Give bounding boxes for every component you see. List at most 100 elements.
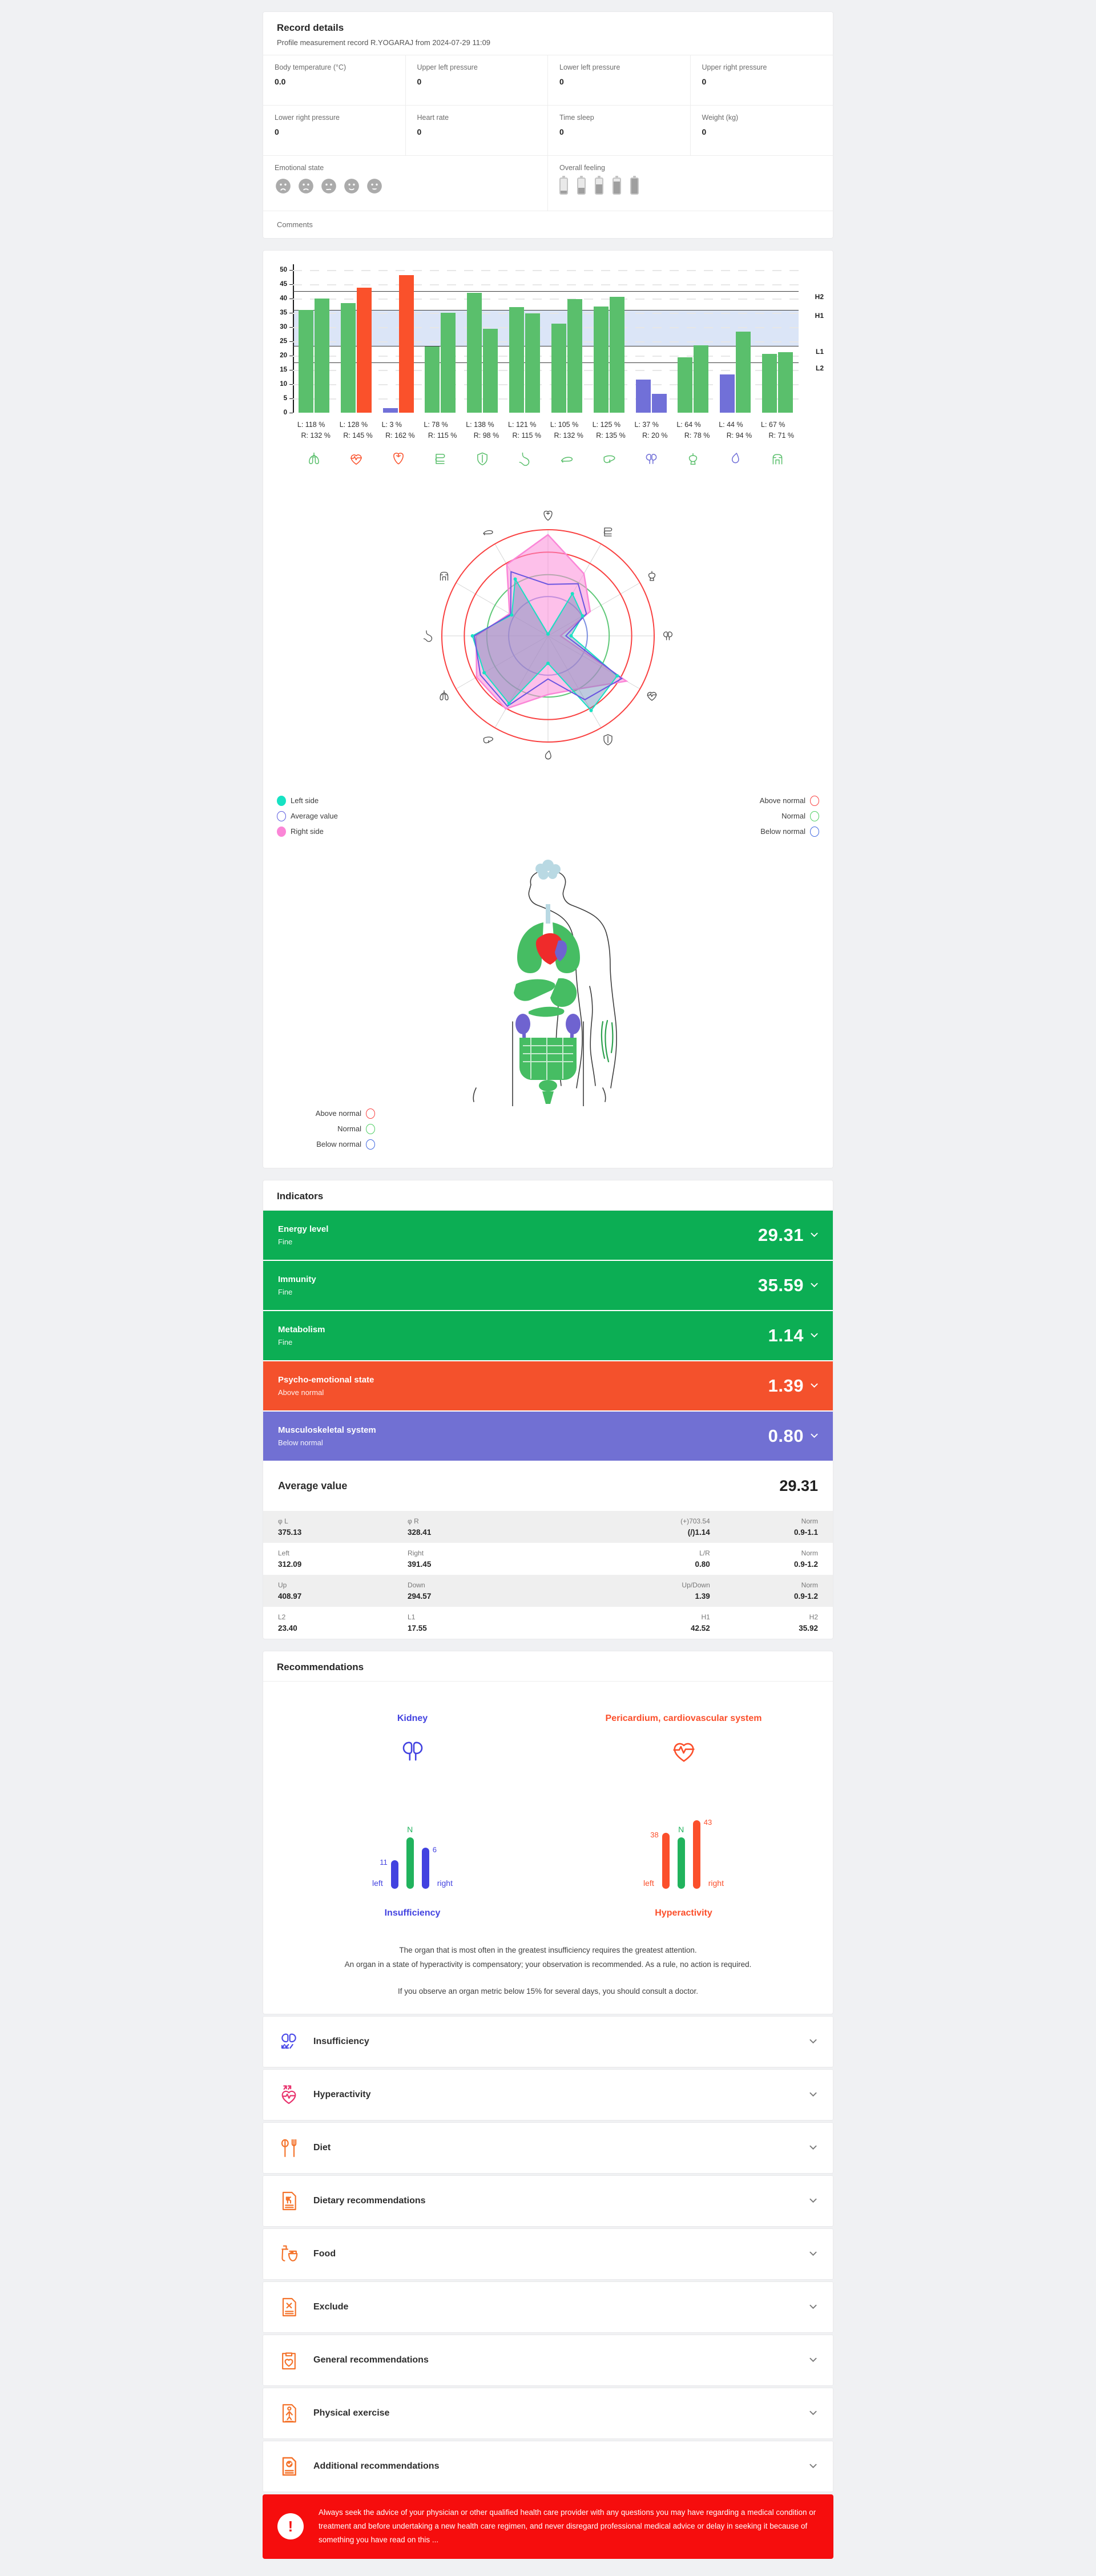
right-bar — [694, 345, 709, 413]
legend-swatch-icon — [810, 811, 819, 821]
battery-icon[interactable] — [595, 176, 603, 195]
battery-icon[interactable] — [577, 176, 586, 195]
indicators-card: Indicators Energy level Fine 29.31 Immunity… — [263, 1179, 833, 1639]
accordion-label: Insufficiency — [313, 2036, 369, 2046]
human-body-illustration — [473, 859, 617, 1106]
legend-swatch-icon — [810, 795, 819, 806]
metric-value: 0.9-1.2 — [793, 1591, 818, 1601]
accordion-item-food[interactable]: Food — [263, 2228, 833, 2280]
accordion-item-physical-exercise[interactable]: Physical exercise — [263, 2387, 833, 2439]
metric-label: Norm — [801, 1581, 818, 1589]
left-word: left — [372, 1878, 383, 1888]
field-label: Time sleep — [559, 114, 594, 122]
legend-label: Normal — [337, 1124, 361, 1134]
legend-swatch-icon — [366, 1123, 375, 1134]
battery-icon[interactable] — [613, 176, 621, 195]
left-bar — [340, 303, 356, 413]
metric-value: 312.09 — [278, 1559, 302, 1569]
indicator-row[interactable]: Psycho-emotional state Above normal 1.39 — [263, 1361, 833, 1412]
legend-swatch-icon — [366, 1108, 375, 1119]
chevron-down-icon — [809, 2408, 817, 2418]
metric-label: H2 — [809, 1612, 818, 1621]
confused-face-icon[interactable] — [320, 178, 337, 197]
kidneys-icon — [398, 1736, 428, 1769]
liver-icon — [481, 733, 495, 747]
shield-icon — [461, 451, 503, 467]
page: Record details Profile measurement recor… — [263, 11, 833, 2576]
metric-label: Norm — [801, 1517, 818, 1525]
indicator-status: Fine — [278, 1337, 293, 1347]
radar-legend-series: Left side Average value Right side — [277, 795, 338, 837]
bar-group-small-intestine — [419, 270, 461, 413]
indicator-label: Musculoskeletal system — [278, 1425, 376, 1435]
chevron-down-icon — [809, 2249, 817, 2259]
legend-swatch-icon — [810, 826, 819, 837]
indicator-row[interactable]: Musculoskeletal system Below normal 0.80 — [263, 1411, 833, 1462]
gridline — [293, 398, 799, 400]
gridline — [293, 370, 799, 371]
chevron-down-icon — [809, 2196, 817, 2206]
accordion-item-insufficiency[interactable]: Insufficiency — [263, 2015, 833, 2067]
chevron-down-icon — [811, 1280, 818, 1291]
accordion-item-diet[interactable]: Diet — [263, 2122, 833, 2174]
y-axis-label: 25 — [280, 338, 287, 345]
record-mood-row: Emotional state Overall feeling — [263, 156, 833, 211]
indicator-row[interactable]: Energy level Fine 29.31 — [263, 1210, 833, 1261]
field-value: 0 — [702, 77, 707, 86]
sad-face-icon[interactable] — [297, 178, 315, 197]
gridline — [293, 327, 799, 328]
metric-label: H1 — [701, 1612, 710, 1621]
accordion-item-dietary-recommendations[interactable]: Dietary recommendations — [263, 2175, 833, 2227]
bladder-icon — [645, 569, 659, 583]
legend-swatch-icon — [366, 1139, 375, 1150]
gridline — [293, 313, 799, 314]
emotional-state-rating[interactable] — [275, 178, 536, 197]
right-mini-bar: 6 — [421, 1845, 437, 1889]
right-word: right — [437, 1878, 453, 1888]
organ-mini-bars: left 11 N 6 right — [372, 1792, 453, 1889]
average-value-label: Average value — [278, 1480, 348, 1492]
right-bar — [651, 393, 667, 413]
threshold-label: H2 — [815, 293, 824, 301]
metric-value: 408.97 — [278, 1591, 302, 1601]
very-sad-face-icon[interactable] — [275, 178, 292, 197]
legend-label: Above normal — [315, 1109, 361, 1118]
indicators-title: Indicators — [277, 1190, 324, 1202]
legend-item: Normal — [781, 811, 819, 821]
metric-value: 1.39 — [695, 1591, 710, 1601]
battery-icon[interactable] — [630, 176, 639, 195]
accordion-item-general-recommendations[interactable]: General recommendations — [263, 2334, 833, 2386]
record-details-title: Record details — [277, 22, 344, 33]
overall-feeling-rating[interactable] — [559, 176, 821, 195]
recommendations-title: Recommendations — [277, 1661, 364, 1672]
recommendation-accordion: Insufficiency Hyperactivity Diet Dietary re… — [263, 2015, 833, 2492]
accordion-item-hyperactivity[interactable]: Hyperactivity — [263, 2069, 833, 2121]
indicator-label: Psycho-emotional state — [278, 1374, 374, 1385]
left-bar — [382, 408, 398, 413]
smile-face-icon[interactable] — [343, 178, 360, 197]
metric-label: Left — [278, 1549, 290, 1557]
accordion-item-exclude[interactable]: Exclude — [263, 2281, 833, 2333]
accordion-item-additional-recommendations[interactable]: Additional recommendations — [263, 2440, 833, 2492]
bar-group-liver — [588, 270, 630, 413]
comments-field[interactable]: Comments — [263, 211, 833, 238]
right-bar — [736, 332, 751, 413]
doc-cutlery-icon — [277, 2190, 301, 2212]
y-axis-label: 20 — [280, 352, 287, 359]
right-bar — [398, 275, 414, 413]
gallbladder-icon — [714, 451, 756, 467]
grin-face-icon[interactable] — [366, 178, 383, 197]
indicator-row[interactable]: Immunity Fine 35.59 — [263, 1260, 833, 1311]
gridline — [293, 356, 799, 357]
battery-icon[interactable] — [559, 176, 568, 195]
emotional-state-cell: Emotional state — [263, 156, 548, 211]
metric-value: 0.9-1.1 — [793, 1527, 818, 1537]
accordion-label: Exclude — [313, 2301, 349, 2312]
accordion-label: Hyperactivity — [313, 2089, 371, 2099]
indicator-row[interactable]: Metabolism Fine 1.14 — [263, 1311, 833, 1361]
organ-recommendation: Kidney left 11 N 6 right Insufficiency — [277, 1714, 548, 1918]
indicator-label: Metabolism — [278, 1324, 325, 1335]
liver-icon — [588, 451, 630, 467]
metrics-row: Left 312.09 Right 391.45 L/R 0.80 Norm 0.9-1.2 — [263, 1543, 833, 1575]
y-axis-tick — [289, 398, 293, 399]
